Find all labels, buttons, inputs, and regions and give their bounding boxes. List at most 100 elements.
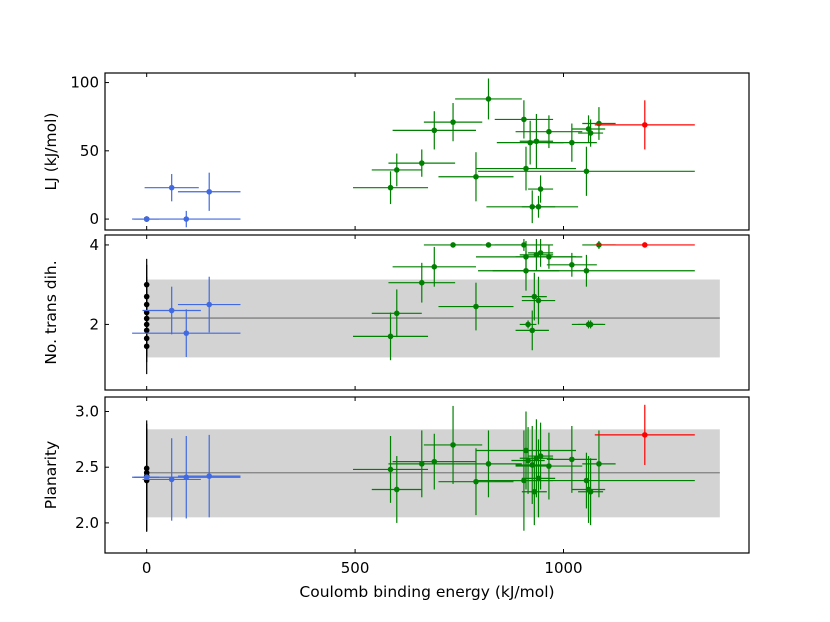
marker — [587, 488, 594, 495]
marker — [485, 96, 492, 102]
marker — [529, 327, 536, 334]
trans-point-green — [371, 289, 422, 338]
marker — [143, 465, 150, 472]
marker — [583, 267, 590, 274]
trans-point-red — [594, 242, 695, 248]
panel-lj: 0 50 100 LJ (kJ/mol) — [42, 72, 750, 231]
planarity-point-green — [371, 456, 422, 523]
marker — [393, 486, 400, 493]
marker — [641, 432, 648, 438]
lj-y-tick-label: 100 — [70, 74, 99, 92]
marker — [183, 216, 190, 222]
lj-point-green — [392, 111, 476, 150]
lj-point-green — [494, 100, 554, 139]
trans-point-green — [392, 246, 476, 287]
marker — [531, 293, 538, 300]
lj-point-green — [455, 78, 522, 120]
marker — [418, 160, 425, 166]
planarity-y-tick-label: 2.0 — [75, 514, 99, 532]
planarity-point-green — [515, 432, 583, 500]
lj-point-green — [371, 153, 422, 187]
lj-point-green — [423, 103, 483, 142]
marker — [523, 447, 529, 454]
trans-point-green — [388, 262, 456, 303]
trans-point-blue — [142, 286, 201, 335]
x-tick-label: 1000 — [544, 559, 582, 577]
marker — [168, 184, 175, 191]
planarity-point-green — [511, 427, 545, 494]
planarity-point-green — [571, 456, 606, 523]
marker — [521, 116, 527, 123]
planarity-point-green — [388, 430, 456, 498]
planarity-point-green — [353, 436, 429, 503]
marker — [143, 216, 150, 222]
planarity-point-blue — [142, 438, 201, 521]
planarity-point-blue — [134, 474, 160, 481]
marker — [641, 122, 648, 128]
marker — [569, 262, 575, 268]
marker — [535, 475, 542, 482]
planarity-axes-frame — [104, 396, 750, 554]
trans-y-tick-label: 2 — [89, 315, 99, 333]
lj-point-green — [478, 146, 695, 196]
planarity-y-axis-label: Planarity — [42, 441, 60, 509]
lj-point-red — [594, 100, 695, 150]
planarity-point-green — [478, 452, 695, 509]
marker — [485, 242, 492, 248]
planarity-point-black — [143, 423, 150, 513]
planarity-point-green — [392, 433, 476, 490]
lj-y-axis-label: LJ (kJ/mol) — [42, 113, 60, 191]
marker — [546, 128, 552, 135]
marker — [546, 254, 552, 260]
trans-point-blue — [132, 309, 241, 358]
marker — [587, 321, 594, 328]
marker — [587, 130, 594, 136]
lj-point-blue — [134, 216, 160, 222]
x-tick-label: 0 — [142, 559, 152, 577]
marker — [537, 186, 544, 192]
marker — [183, 474, 190, 481]
marker — [450, 442, 456, 448]
trans-point-green — [515, 310, 549, 351]
marker — [521, 242, 527, 248]
trans-point-green — [494, 238, 554, 251]
trans-y-axis-label: No. trans dih. — [42, 260, 60, 364]
marker — [206, 473, 213, 479]
marker — [143, 281, 150, 288]
lj-point-blue — [144, 174, 199, 202]
lj-point-green — [528, 175, 554, 203]
marker — [537, 453, 544, 459]
marker — [535, 203, 542, 210]
marker — [569, 139, 575, 146]
planarity-y-tick-label: 2.5 — [75, 458, 99, 476]
marker — [418, 279, 425, 286]
planarity-point-green — [582, 430, 616, 498]
planarity-point-green — [455, 430, 522, 498]
marker — [206, 301, 213, 308]
x-axis-label: Coulomb binding energy (kJ/mol) — [299, 583, 554, 601]
lj-point-green — [571, 115, 606, 143]
lj-point-green — [438, 152, 514, 202]
planarity-point-green — [423, 405, 483, 484]
marker — [531, 488, 538, 495]
marker — [183, 330, 190, 336]
lj-point-green — [521, 195, 556, 218]
marker — [418, 461, 425, 467]
lj-point-green — [582, 107, 616, 140]
marker — [583, 477, 590, 484]
x-tick-label: 500 — [341, 559, 370, 577]
marker — [473, 478, 479, 485]
trans-point-green — [478, 254, 695, 287]
marker — [473, 303, 479, 310]
marker — [450, 119, 456, 125]
marker — [387, 184, 394, 191]
lj-point-blue — [177, 172, 241, 211]
marker — [431, 127, 438, 134]
marker — [393, 310, 400, 317]
planarity-y-tick-label: 3.0 — [75, 402, 99, 420]
trans-point-green — [353, 312, 429, 361]
trans-point-green — [438, 282, 514, 331]
trans-point-green — [578, 320, 604, 329]
lj-axes-frame — [104, 72, 750, 231]
